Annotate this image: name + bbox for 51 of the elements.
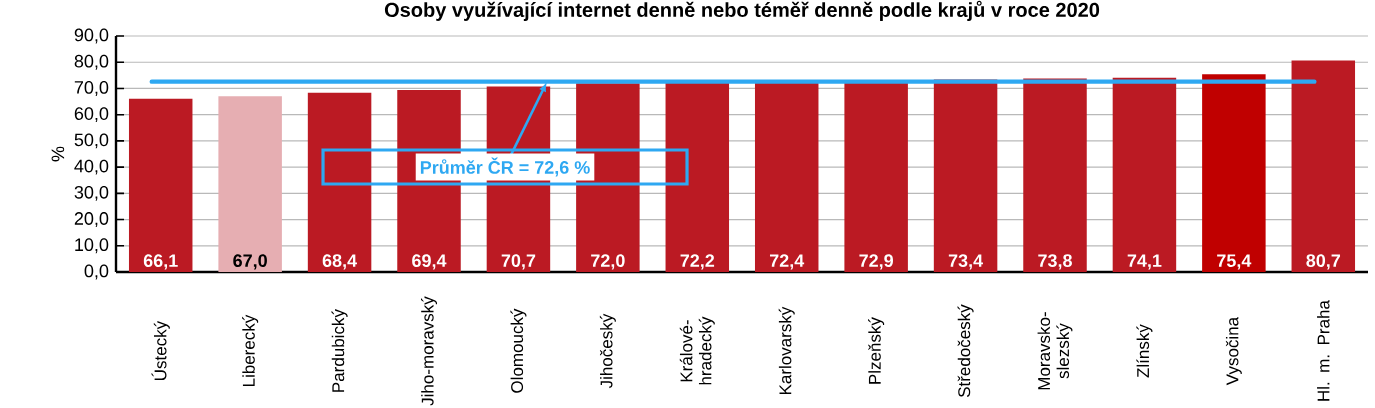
y-tick-label: 60,0 xyxy=(74,107,109,123)
data-label: 74,1 xyxy=(1127,254,1162,270)
y-tick-label: 30,0 xyxy=(74,185,109,201)
bar xyxy=(1202,74,1266,273)
x-tick-label: Zlínský xyxy=(1136,324,1153,378)
bar xyxy=(1112,77,1177,273)
chart-title: Osoby využívající internet denně nebo téměř denně podle krajů v roce 2020 xyxy=(384,0,1100,21)
y-tick-label: 0,0 xyxy=(84,264,109,280)
x-tick-label: Jiho-moravský xyxy=(420,296,438,406)
data-label: 70,7 xyxy=(501,254,536,270)
bar xyxy=(307,92,372,273)
data-label: 75,4 xyxy=(1217,254,1252,270)
x-tick-label: Plzeňský xyxy=(868,317,885,384)
data-label: 66,1 xyxy=(143,254,178,270)
bar xyxy=(1291,60,1356,273)
y-tick-label: 20,0 xyxy=(74,212,109,227)
y-tick-label: 90,0 xyxy=(74,28,109,44)
x-tick-label: Hl. m. Praha xyxy=(1317,300,1330,401)
bar xyxy=(1023,78,1087,273)
bar xyxy=(128,98,193,273)
data-label: 72,9 xyxy=(859,254,893,270)
data-label: 72,2 xyxy=(680,254,715,270)
y-tick-label: 10,0 xyxy=(75,238,109,254)
data-label: 73,8 xyxy=(1038,254,1072,270)
bar xyxy=(218,96,282,273)
x-tick-label: Králové-hradecký xyxy=(679,316,715,385)
bar xyxy=(576,83,640,273)
y-axis-title: % xyxy=(51,146,65,162)
x-tick-label: Karlovarský xyxy=(778,306,795,395)
bar xyxy=(754,82,819,273)
data-label: 72,0 xyxy=(591,254,625,270)
data-label: 67,0 xyxy=(233,254,267,270)
data-label: 72,4 xyxy=(769,254,805,270)
x-tick-label: Pardubický xyxy=(331,309,348,392)
ref-line-label: Průměr ČR = 72,6 % xyxy=(420,157,590,177)
y-tick-label: 70,0 xyxy=(74,81,109,96)
y-tick-label: 40,0 xyxy=(74,159,109,175)
x-tick-label: Olomoucký xyxy=(510,308,527,393)
data-label: 73,4 xyxy=(948,254,983,270)
x-tick-label: Jihočeský xyxy=(599,313,616,389)
x-tick-label: Středočeský xyxy=(957,304,974,398)
x-tick-label: Ústecký xyxy=(151,320,170,380)
x-tick-label: Moravsko-slezský xyxy=(1037,312,1073,390)
data-label: 68,4 xyxy=(322,254,357,270)
bar xyxy=(665,82,730,273)
data-label: 80,7 xyxy=(1306,254,1341,270)
y-tick-label: 50,0 xyxy=(74,133,109,149)
data-label: 69,4 xyxy=(412,254,447,270)
x-tick-label: Liberecký xyxy=(242,314,259,387)
y-tick-label: 80,0 xyxy=(74,54,109,70)
x-tick-label: Vysočina xyxy=(1225,316,1242,386)
